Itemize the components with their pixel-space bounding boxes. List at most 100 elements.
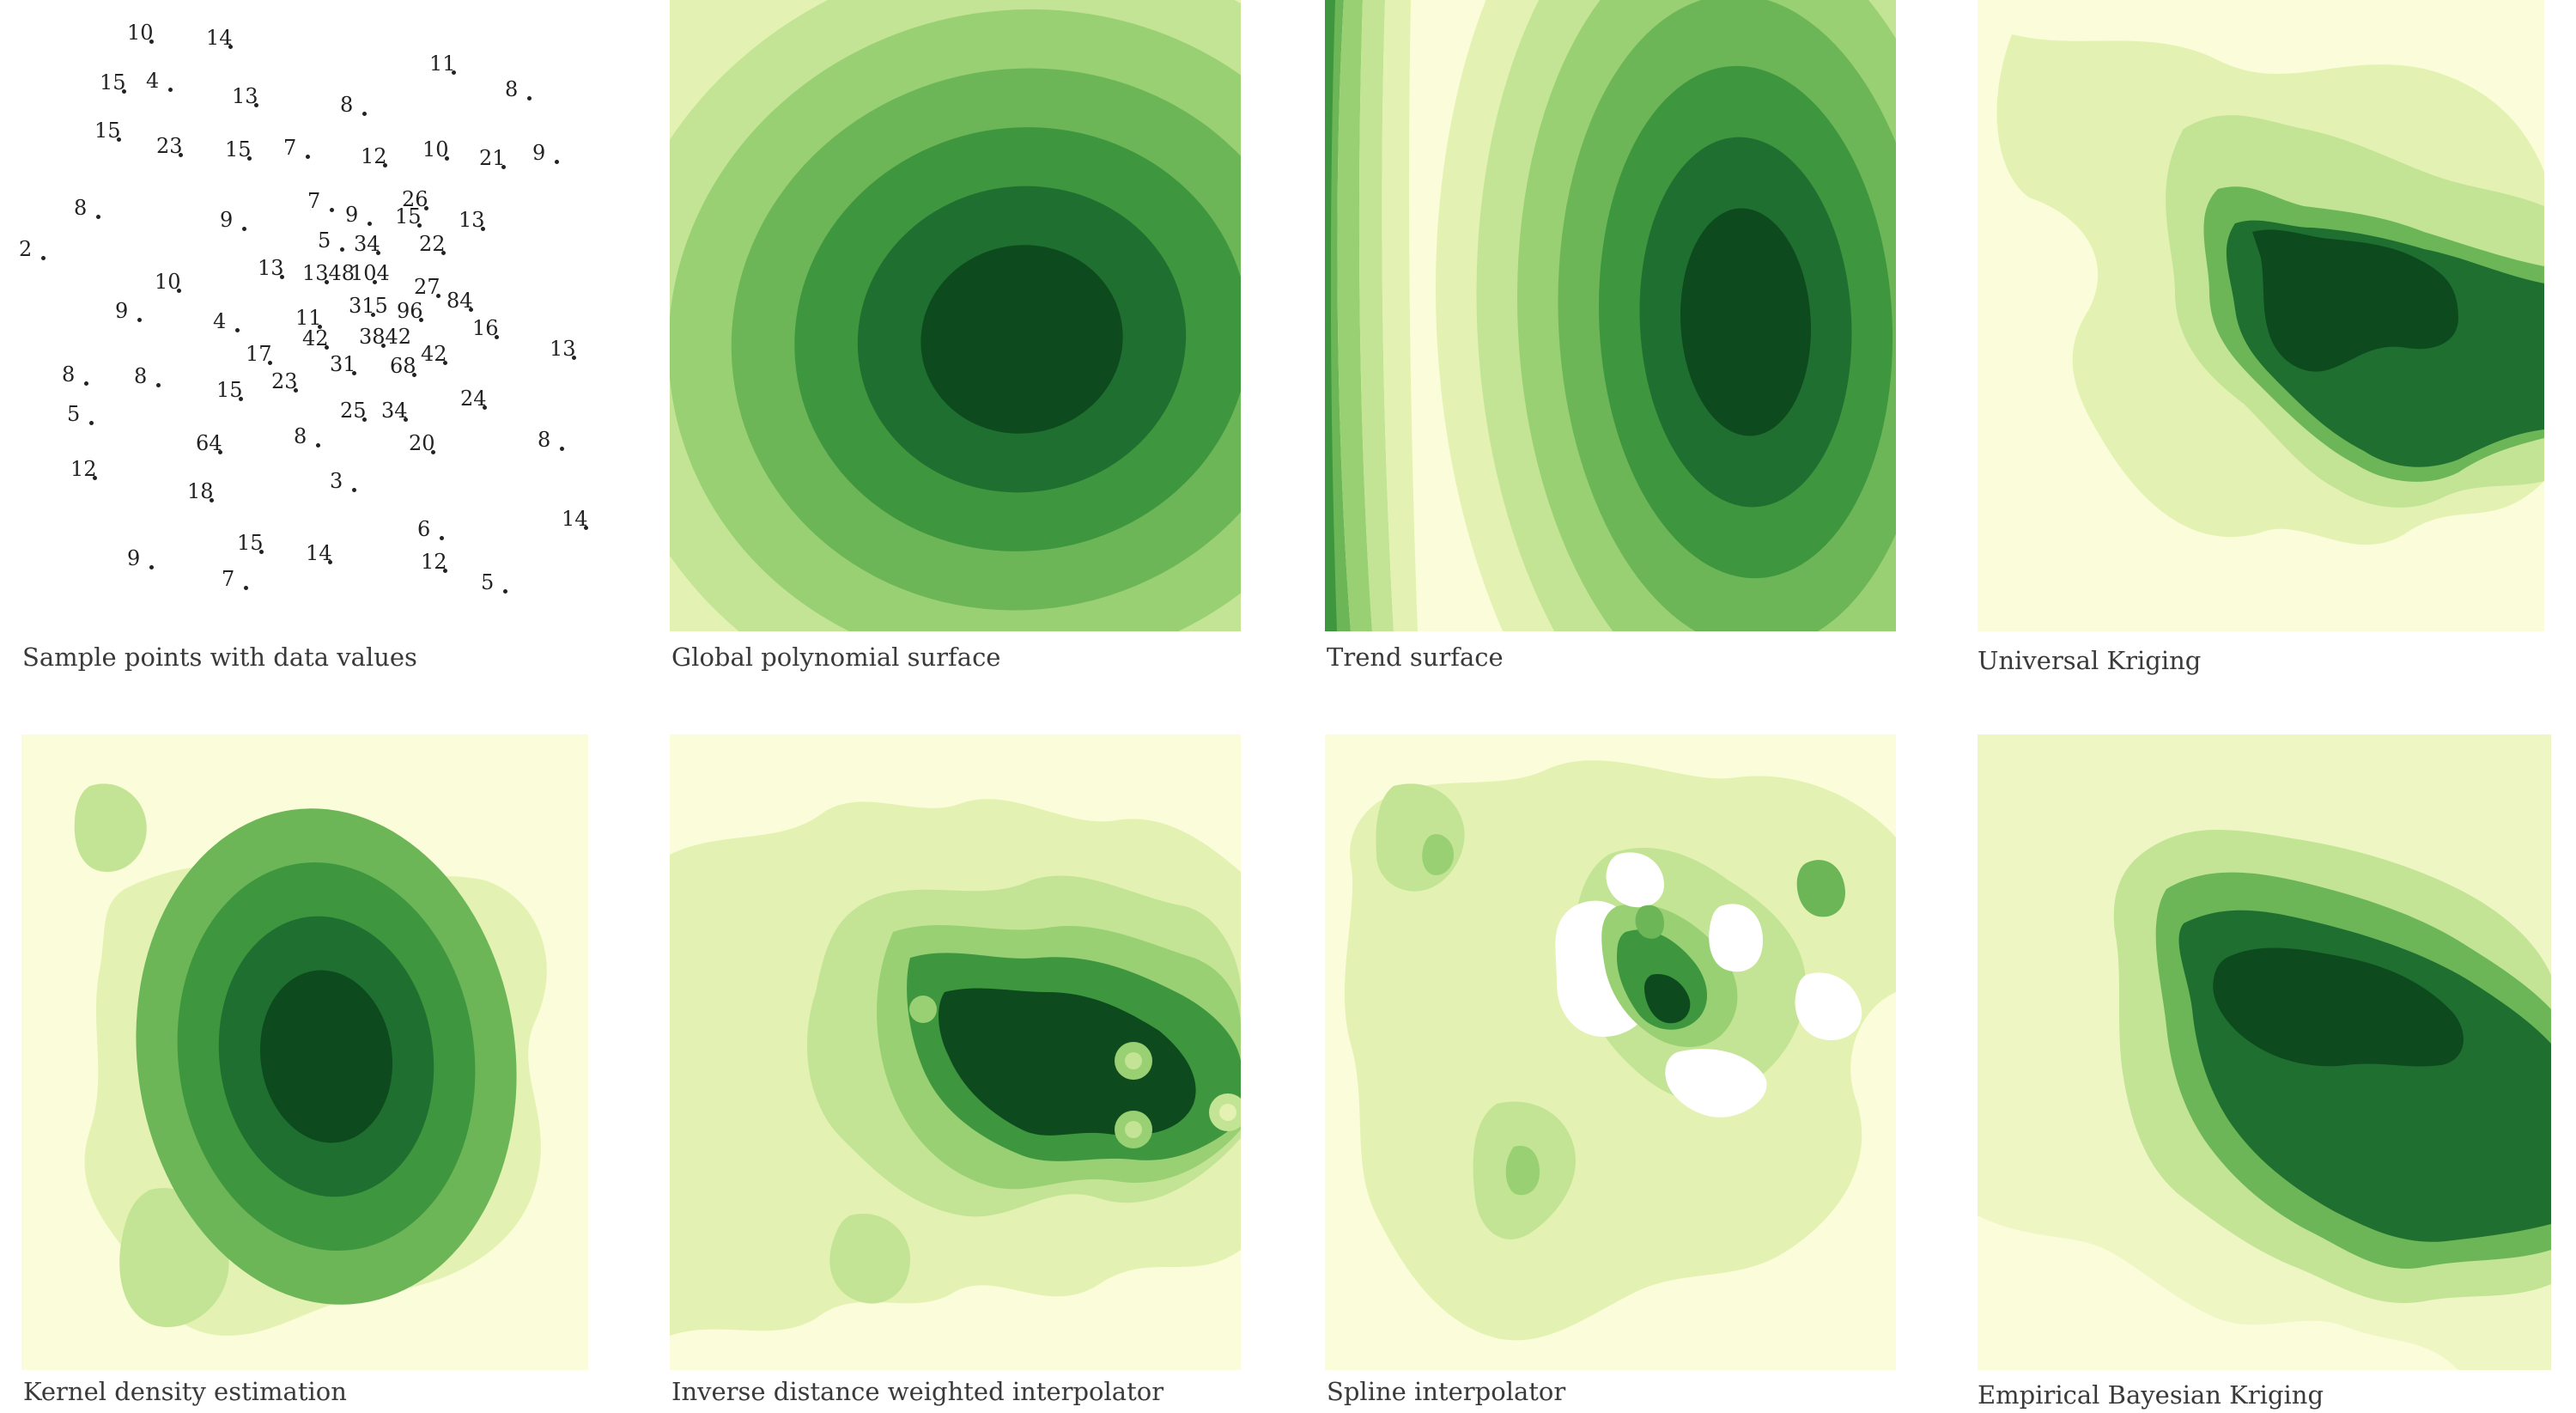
sample-point-dot — [376, 251, 380, 255]
map-idw — [670, 734, 1241, 1370]
sample-point-dot — [483, 405, 487, 410]
sample-point-dot — [316, 443, 320, 448]
sample-point-dot — [527, 96, 532, 100]
panel-spline: Spline interpolator — [1325, 734, 1926, 1413]
sample-point-value: 15 — [395, 204, 422, 228]
sample-point-value: 27 — [414, 275, 440, 299]
sample-point-dot — [325, 345, 329, 350]
sample-point-value: 14 — [206, 26, 233, 50]
caption-trend-surface: Trend surface — [1327, 643, 1504, 672]
sample-point-dot — [572, 356, 576, 360]
sample-point-dot — [41, 256, 46, 260]
sample-point-dot — [149, 565, 154, 569]
sample-point-value: 13 — [550, 337, 576, 361]
sample-point-value: 4 — [213, 309, 227, 333]
map-ebk — [1978, 734, 2551, 1370]
sample-point-value: 9 — [220, 208, 234, 232]
sample-point-value: 3 — [330, 469, 343, 493]
sample-point-dot — [404, 417, 408, 422]
sample-point-value: 3842 — [359, 325, 412, 349]
contour-band — [259, 970, 393, 1143]
sample-point-dot — [362, 417, 367, 422]
sample-point-dot — [179, 153, 183, 157]
contour-band — [920, 245, 1123, 434]
sample-point-dot — [235, 328, 240, 332]
sample-point-dot — [137, 318, 142, 322]
sample-point-value: 5 — [481, 570, 495, 594]
sample-point-dot — [441, 251, 446, 255]
sample-point-dot — [96, 215, 100, 219]
sample-point-value: 31 — [330, 352, 356, 376]
panel-global-polynomial: Global polynomial surface — [670, 0, 1241, 687]
sample-point-value: 13 — [258, 256, 284, 280]
sample-point-dot — [443, 569, 447, 573]
panel-sample-points: 10 14 11 8 15 4 13 8 15 23 15 7 12 10 21 9 8 9 7 15 26 9 13 2 5 3… — [0, 0, 635, 687]
sample-point-value: 7 — [283, 136, 297, 160]
sample-point-dot — [156, 383, 161, 387]
sample-point-value: 4 — [146, 69, 160, 93]
map-global-polynomial — [670, 0, 1241, 631]
sample-point-dot — [177, 289, 181, 293]
sample-point-dot — [84, 381, 88, 386]
panel-kernel-density: Kernel density estimation — [21, 734, 623, 1413]
sample-point-value: 25 — [340, 399, 367, 423]
sample-point-value: 8 — [134, 364, 148, 388]
sample-point-value: 84 — [447, 289, 473, 313]
sample-point-value: 8 — [62, 362, 76, 387]
sample-point-dot — [431, 450, 435, 454]
caption-ebk: Empirical Bayesian Kriging — [1978, 1380, 2324, 1410]
sample-point-value: 9 — [532, 141, 546, 165]
sample-point-value: 26 — [402, 187, 428, 211]
sample-point-dot — [417, 223, 422, 228]
sample-point-value: 7 — [222, 567, 235, 591]
sample-point-value: 104 — [350, 261, 390, 285]
sample-point-dot — [443, 361, 447, 365]
sample-point-dot — [503, 589, 507, 594]
sample-point-value: 23 — [156, 134, 183, 158]
sample-point-dot — [371, 313, 375, 317]
sample-point-value: 13 — [459, 208, 485, 232]
sample-point-value: 42 — [421, 342, 447, 366]
sample-point-dot — [330, 208, 334, 212]
sample-point-value: 11 — [295, 306, 322, 330]
sample-point-value: 15 — [94, 119, 121, 143]
sample-point-dot — [424, 206, 428, 210]
sample-point-dot — [218, 450, 222, 454]
sample-point-value: 96 — [397, 299, 423, 323]
sample-point-value: 8 — [505, 77, 519, 101]
sample-point-value: 15 — [100, 70, 126, 94]
panel-idw: Inverse distance weighted interpolator — [670, 734, 1271, 1413]
panel-ebk: Empirical Bayesian Kriging — [1978, 734, 2570, 1413]
panel-universal-kriging: Universal Kriging — [1978, 0, 2561, 687]
sample-point-dot — [268, 361, 272, 365]
sample-point-value: 15 — [216, 378, 243, 402]
map-kernel-density — [21, 734, 588, 1370]
sample-point-value: 8 — [294, 424, 307, 448]
sample-point-dot — [247, 156, 252, 161]
sample-point-value: 8 — [538, 428, 551, 452]
caption-idw: Inverse distance weighted interpolator — [671, 1377, 1164, 1406]
sample-point-value: 2 — [19, 237, 33, 261]
caption-kernel-density: Kernel density estimation — [23, 1377, 347, 1406]
sample-point-dot — [242, 227, 246, 231]
sample-point-dot — [352, 488, 356, 492]
caption-universal-kriging: Universal Kriging — [1978, 646, 2202, 675]
sample-point-value: 17 — [246, 342, 272, 366]
sample-point-dot — [469, 308, 473, 312]
caption-sample-points: Sample points with data values — [22, 643, 417, 672]
sample-point-value: 8 — [74, 196, 88, 220]
sample-point-value: 12 — [70, 457, 97, 481]
sample-point-dot — [325, 280, 329, 284]
sample-point-dot — [117, 137, 121, 142]
sample-point-dot — [254, 103, 258, 107]
sample-point-value: 20 — [409, 431, 435, 455]
sample-point-value: 64 — [196, 431, 222, 455]
sample-point-dot — [368, 222, 372, 226]
sample-point-dot — [584, 526, 588, 530]
sample-point-dot — [259, 550, 264, 554]
sample-point-value: 42 — [302, 326, 329, 350]
sample-point-dot — [122, 89, 126, 94]
sample-point-value: 12 — [421, 550, 447, 574]
sample-point-value: 10 — [422, 137, 449, 161]
sample-point-dot — [149, 40, 154, 44]
